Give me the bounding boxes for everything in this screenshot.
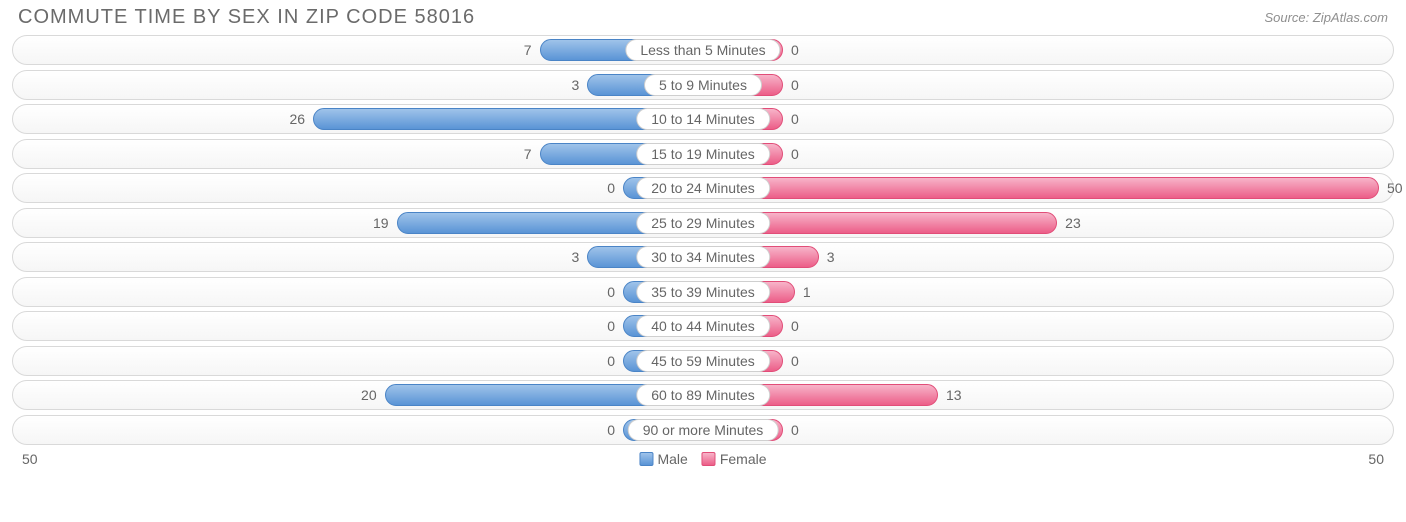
male-value: 19 [373, 215, 389, 231]
table-row: 0 0 45 to 59 Minutes [12, 346, 1394, 376]
table-row: 7 0 15 to 19 Minutes [12, 139, 1394, 169]
female-value: 0 [791, 422, 799, 438]
legend-male-label: Male [657, 451, 687, 467]
table-row: 19 23 25 to 29 Minutes [12, 208, 1394, 238]
axis-right-max: 50 [1368, 451, 1384, 467]
table-row: 3 3 30 to 34 Minutes [12, 242, 1394, 272]
female-value: 3 [827, 249, 835, 265]
row-category-label: 35 to 39 Minutes [636, 281, 770, 303]
female-value: 13 [946, 387, 962, 403]
legend-female-label: Female [720, 451, 767, 467]
row-category-label: Less than 5 Minutes [625, 39, 780, 61]
male-value: 7 [524, 146, 532, 162]
chart-source: Source: ZipAtlas.com [1264, 10, 1388, 25]
table-row: 0 0 40 to 44 Minutes [12, 311, 1394, 341]
row-category-label: 20 to 24 Minutes [636, 177, 770, 199]
female-value: 23 [1065, 215, 1081, 231]
row-category-label: 15 to 19 Minutes [636, 143, 770, 165]
row-category-label: 90 or more Minutes [628, 419, 779, 441]
row-category-label: 10 to 14 Minutes [636, 108, 770, 130]
table-row: 0 0 90 or more Minutes [12, 415, 1394, 445]
chart-title: COMMUTE TIME BY SEX IN ZIP CODE 58016 [18, 6, 475, 29]
male-swatch-icon [639, 452, 653, 466]
table-row: 20 13 60 to 89 Minutes [12, 380, 1394, 410]
legend-male: Male [639, 451, 687, 467]
row-category-label: 45 to 59 Minutes [636, 350, 770, 372]
male-value: 3 [571, 77, 579, 93]
chart-area: 7 0 Less than 5 Minutes 3 0 5 to 9 Minutes 26 0… [0, 31, 1406, 445]
table-row: 05020 to 24 Minutes [12, 173, 1394, 203]
male-value: 3 [571, 249, 579, 265]
female-value: 0 [791, 318, 799, 334]
female-swatch-icon [702, 452, 716, 466]
chart-header: COMMUTE TIME BY SEX IN ZIP CODE 58016 So… [0, 0, 1406, 31]
female-bar [703, 177, 1379, 199]
legend-female: Female [702, 451, 767, 467]
axis-left-max: 50 [22, 451, 38, 467]
table-row: 3 0 5 to 9 Minutes [12, 70, 1394, 100]
male-value: 0 [607, 284, 615, 300]
table-row: 0 1 35 to 39 Minutes [12, 277, 1394, 307]
female-value: 50 [1387, 180, 1403, 196]
legend: Male Female [639, 451, 766, 467]
row-category-label: 30 to 34 Minutes [636, 246, 770, 268]
row-category-label: 5 to 9 Minutes [644, 74, 762, 96]
row-category-label: 25 to 29 Minutes [636, 212, 770, 234]
male-value: 7 [524, 42, 532, 58]
axis-row: 50 Male Female 50 [0, 449, 1406, 467]
male-value: 0 [607, 318, 615, 334]
male-value: 0 [607, 422, 615, 438]
male-value: 0 [607, 353, 615, 369]
female-value: 0 [791, 111, 799, 127]
row-category-label: 60 to 89 Minutes [636, 384, 770, 406]
male-value: 26 [290, 111, 306, 127]
table-row: 26 0 10 to 14 Minutes [12, 104, 1394, 134]
female-value: 1 [803, 284, 811, 300]
female-value: 0 [791, 146, 799, 162]
male-value: 0 [607, 180, 615, 196]
female-value: 0 [791, 353, 799, 369]
female-value: 0 [791, 77, 799, 93]
male-value: 20 [361, 387, 377, 403]
table-row: 7 0 Less than 5 Minutes [12, 35, 1394, 65]
row-category-label: 40 to 44 Minutes [636, 315, 770, 337]
female-value: 0 [791, 42, 799, 58]
